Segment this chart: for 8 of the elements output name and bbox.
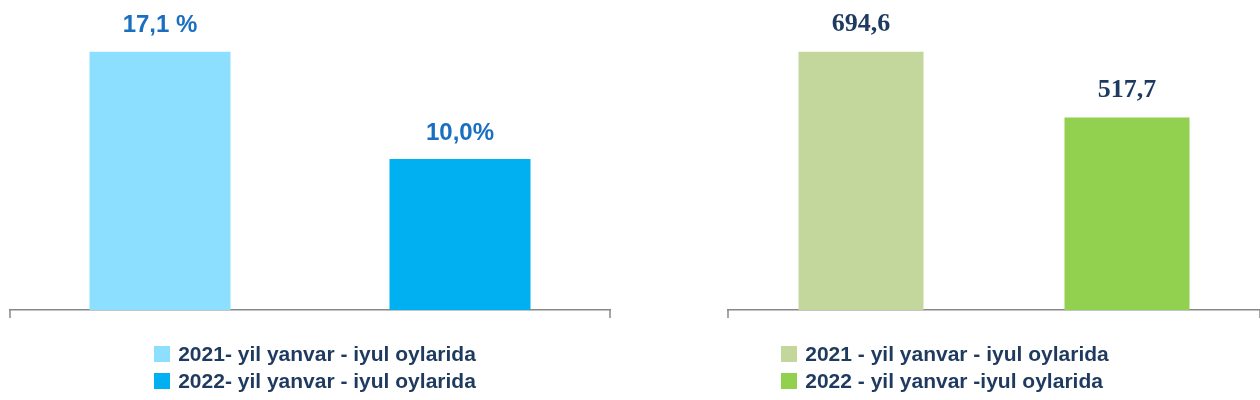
data-label: 17,1 % — [122, 10, 198, 38]
data-label: 517,7 — [1097, 74, 1157, 104]
text: 2022- yil yanvar - iyul oylarida — [178, 368, 476, 394]
data-label: 694,6 — [831, 8, 891, 38]
text: 2022 - yil yanvar -iyul oylarida — [805, 368, 1103, 394]
text: 2021 - yil yanvar - iyul oylarida — [805, 341, 1109, 367]
text: 2021- yil yanvar - iyul oylarida — [178, 341, 476, 367]
data-label: 10,0% — [425, 117, 495, 145]
